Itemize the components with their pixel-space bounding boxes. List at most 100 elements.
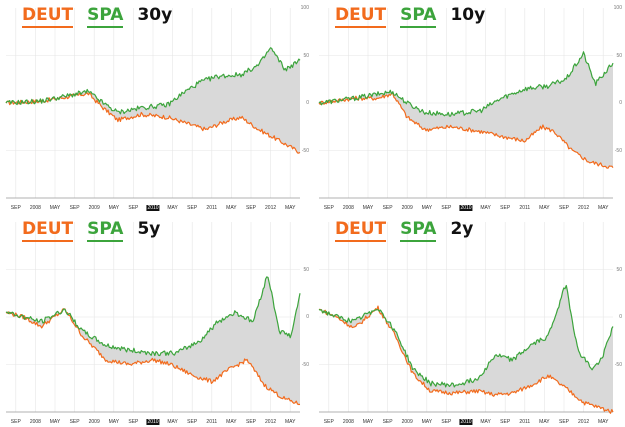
- x-tick-label: MAY: [167, 205, 178, 211]
- x-tick-label: SEP: [187, 205, 198, 211]
- x-tick-label: MAY: [539, 419, 550, 425]
- x-tick-label: 2012: [265, 419, 277, 425]
- x-tick-label: 2008: [342, 205, 354, 211]
- legend-spa: SPA: [400, 5, 437, 28]
- plot-area: [5, 8, 301, 199]
- legend: DEUT SPA 30y: [22, 5, 172, 31]
- horizon-label: 30y: [137, 5, 173, 25]
- x-tick-label: MAY: [421, 205, 433, 211]
- x-tick-label: SEP: [128, 419, 139, 425]
- x-tick-label: SEP: [441, 419, 452, 425]
- x-tick-label: SEP: [441, 205, 452, 211]
- series-line-spa: [5, 276, 301, 357]
- gridlines: [6, 222, 300, 412]
- legend-deut: DEUT: [335, 5, 387, 28]
- x-tick-label: 2011: [519, 205, 531, 211]
- y-tick-label: 50: [616, 266, 622, 273]
- horizon-label: 2y: [450, 219, 474, 239]
- spread-area: [319, 285, 613, 414]
- legend-deut: DEUT: [335, 219, 387, 242]
- legend-spa: SPA: [87, 219, 124, 242]
- chart-panel-5y: DEUT SPA 5y 50 0 -50 SEP 2008 MAY SEP 2009 MAY SE…: [0, 214, 312, 427]
- x-tick-label: MAY: [226, 205, 237, 211]
- x-tick-label: 2012: [578, 205, 590, 211]
- y-tick-label: 0: [619, 100, 622, 106]
- series-line-spa: [318, 284, 614, 388]
- x-tick-label: MAY: [362, 205, 374, 211]
- x-tick-label: MAY: [421, 419, 433, 425]
- x-tick-label: MAY: [480, 205, 491, 211]
- x-tick-label: MAY: [539, 205, 550, 211]
- x-tick-label: SEP: [128, 205, 139, 211]
- x-tick-label: SEP: [323, 419, 334, 425]
- series-line-spa: [5, 47, 301, 115]
- x-tick-label: MAY: [49, 205, 61, 211]
- legend: DEUT SPA 5y: [22, 219, 160, 245]
- y-tick-label: -50: [301, 361, 309, 368]
- chart-panel-2y: DEUT SPA 2y 50 0 -50 SEP 2008 MAY SEP 2009 MAY SE…: [313, 214, 625, 427]
- chart-panel-30y: DEUT SPA 30y 100 50 0 -50 SEP 2008 MAY SEP 2009 M…: [0, 0, 312, 213]
- x-tick-label: SEP: [245, 419, 257, 425]
- x-tick-label: 2012: [265, 205, 277, 211]
- legend-deut: DEUT: [22, 5, 74, 28]
- legend-deut: DEUT: [22, 219, 74, 242]
- plot-area: [5, 222, 301, 413]
- x-tick-label: MAY: [597, 419, 609, 425]
- chart-panel-10y: DEUT SPA 10y 100 50 0 -50 SEP 2008 MAY SEP 2009 M…: [313, 0, 625, 213]
- x-tick-label: MAY: [226, 419, 237, 425]
- x-tick-label: MAY: [167, 419, 178, 425]
- x-tick-label: SEP: [500, 205, 511, 211]
- spread-area: [319, 51, 613, 169]
- x-tick-label: 2010: [146, 419, 160, 425]
- x-tick-label: SEP: [382, 419, 393, 425]
- y-tick-label: 0: [306, 100, 309, 106]
- x-tick-label: 2011: [206, 419, 218, 425]
- y-tick-label: -50: [301, 147, 309, 154]
- legend-spa: SPA: [87, 5, 124, 28]
- series-line-spa: [318, 51, 614, 117]
- x-tick-label: MAY: [284, 419, 296, 425]
- series-line-deut: [318, 305, 614, 414]
- y-tick-label: 50: [616, 52, 622, 59]
- x-tick-label: MAY: [108, 419, 120, 425]
- x-tick-label: 2010: [459, 205, 473, 211]
- x-tick-label: MAY: [362, 419, 374, 425]
- x-tick-label: SEP: [558, 419, 570, 425]
- x-tick-label: 2008: [342, 419, 354, 425]
- x-tick-label: 2008: [29, 419, 41, 425]
- horizon-label: 10y: [450, 5, 486, 25]
- plot-area: [318, 8, 614, 199]
- spread-area: [6, 47, 300, 154]
- x-tick-label: MAY: [284, 205, 296, 211]
- legend: DEUT SPA 2y: [335, 219, 473, 245]
- x-tick-label: MAY: [49, 419, 61, 425]
- x-tick-label: 2009: [401, 205, 413, 211]
- y-tick-label: 100: [300, 5, 309, 11]
- x-tick-label: SEP: [69, 419, 80, 425]
- y-tick-label: 0: [619, 314, 622, 320]
- y-tick-label: -50: [614, 147, 622, 154]
- x-tick-label: 2009: [401, 419, 413, 425]
- x-tick-label: SEP: [10, 419, 21, 425]
- x-tick-label: 2012: [578, 419, 590, 425]
- y-tick-label: 0: [306, 314, 309, 320]
- x-tick-label: MAY: [480, 419, 491, 425]
- legend-spa: SPA: [400, 219, 437, 242]
- x-tick-label: MAY: [597, 205, 609, 211]
- x-tick-label: MAY: [108, 205, 120, 211]
- x-tick-label: SEP: [558, 205, 570, 211]
- x-tick-label: SEP: [69, 205, 80, 211]
- x-tick-label: SEP: [10, 205, 21, 211]
- x-tick-label: 2011: [519, 419, 531, 425]
- y-tick-label: 50: [303, 266, 309, 273]
- x-tick-label: SEP: [187, 419, 198, 425]
- horizon-label: 5y: [137, 219, 161, 239]
- y-tick-label: 100: [613, 5, 622, 11]
- x-tick-label: SEP: [245, 205, 257, 211]
- x-tick-label: 2009: [88, 419, 100, 425]
- x-tick-label: 2009: [88, 205, 100, 211]
- x-tick-label: 2010: [459, 419, 473, 425]
- series-line-deut: [5, 308, 301, 406]
- x-tick-label: SEP: [323, 205, 334, 211]
- legend: DEUT SPA 10y: [335, 5, 485, 31]
